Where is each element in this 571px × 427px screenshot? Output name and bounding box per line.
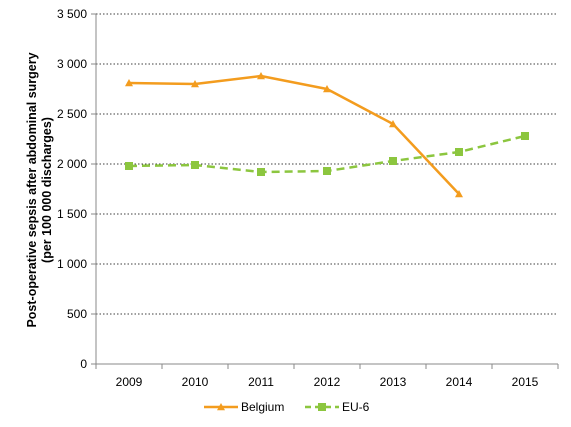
legend-label-belgium: Belgium	[241, 400, 284, 414]
axes	[91, 13, 559, 369]
data-point-belgium	[455, 190, 463, 198]
y-tick-label: 2 500	[57, 107, 87, 121]
y-tick-label: 1 500	[57, 207, 87, 221]
data-point-eu-6	[389, 157, 397, 165]
legend: Belgium EU-6	[204, 400, 370, 414]
gridlines	[96, 13, 558, 315]
x-tick-label: 2013	[380, 375, 407, 389]
data-point-belgium	[257, 72, 265, 80]
y-axis-title-line-1: Post-operative sepsis after abdominal su…	[25, 52, 39, 327]
legend-marker-belgium	[217, 403, 225, 411]
x-tick-label: 2015	[512, 375, 539, 389]
x-tick-label: 2012	[314, 375, 341, 389]
data-point-eu-6	[125, 162, 133, 170]
data-point-eu-6	[257, 168, 265, 176]
data-point-eu-6	[191, 161, 199, 169]
x-tick-label: 2010	[182, 375, 209, 389]
y-tick-label: 1 000	[57, 257, 87, 271]
y-tick-labels: 0 500 1 000 1 500 2 000 2 500 3 000 3 500	[57, 7, 87, 371]
x-tick-labels: 2009 2010 2011 2012 2013 2014 2015	[116, 375, 539, 389]
series-belgium	[125, 72, 463, 198]
y-tick-label: 3 000	[57, 57, 87, 71]
legend-label-eu-6: EU-6	[342, 400, 370, 414]
series-line-belgium	[128, 74, 460, 195]
y-axis-title-line-2: (per 100 000 discharges)	[40, 117, 54, 263]
y-tick-label: 3 500	[57, 7, 87, 21]
x-tick-label: 2014	[446, 375, 473, 389]
series	[125, 72, 529, 198]
y-tick-label: 500	[67, 307, 87, 321]
y-tick-label: 0	[80, 357, 87, 371]
y-tick-label: 2 000	[57, 157, 87, 171]
x-tick-label: 2011	[248, 375, 274, 389]
x-tick-label: 2009	[116, 375, 143, 389]
data-point-belgium	[125, 79, 133, 87]
data-point-eu-6	[521, 132, 529, 140]
series-eu-6	[125, 132, 529, 176]
data-point-eu-6	[455, 148, 463, 156]
data-point-belgium	[389, 120, 397, 128]
data-point-eu-6	[323, 167, 331, 175]
data-point-belgium	[323, 85, 331, 93]
legend-marker-eu-6	[318, 403, 326, 411]
data-point-belgium	[191, 80, 199, 88]
